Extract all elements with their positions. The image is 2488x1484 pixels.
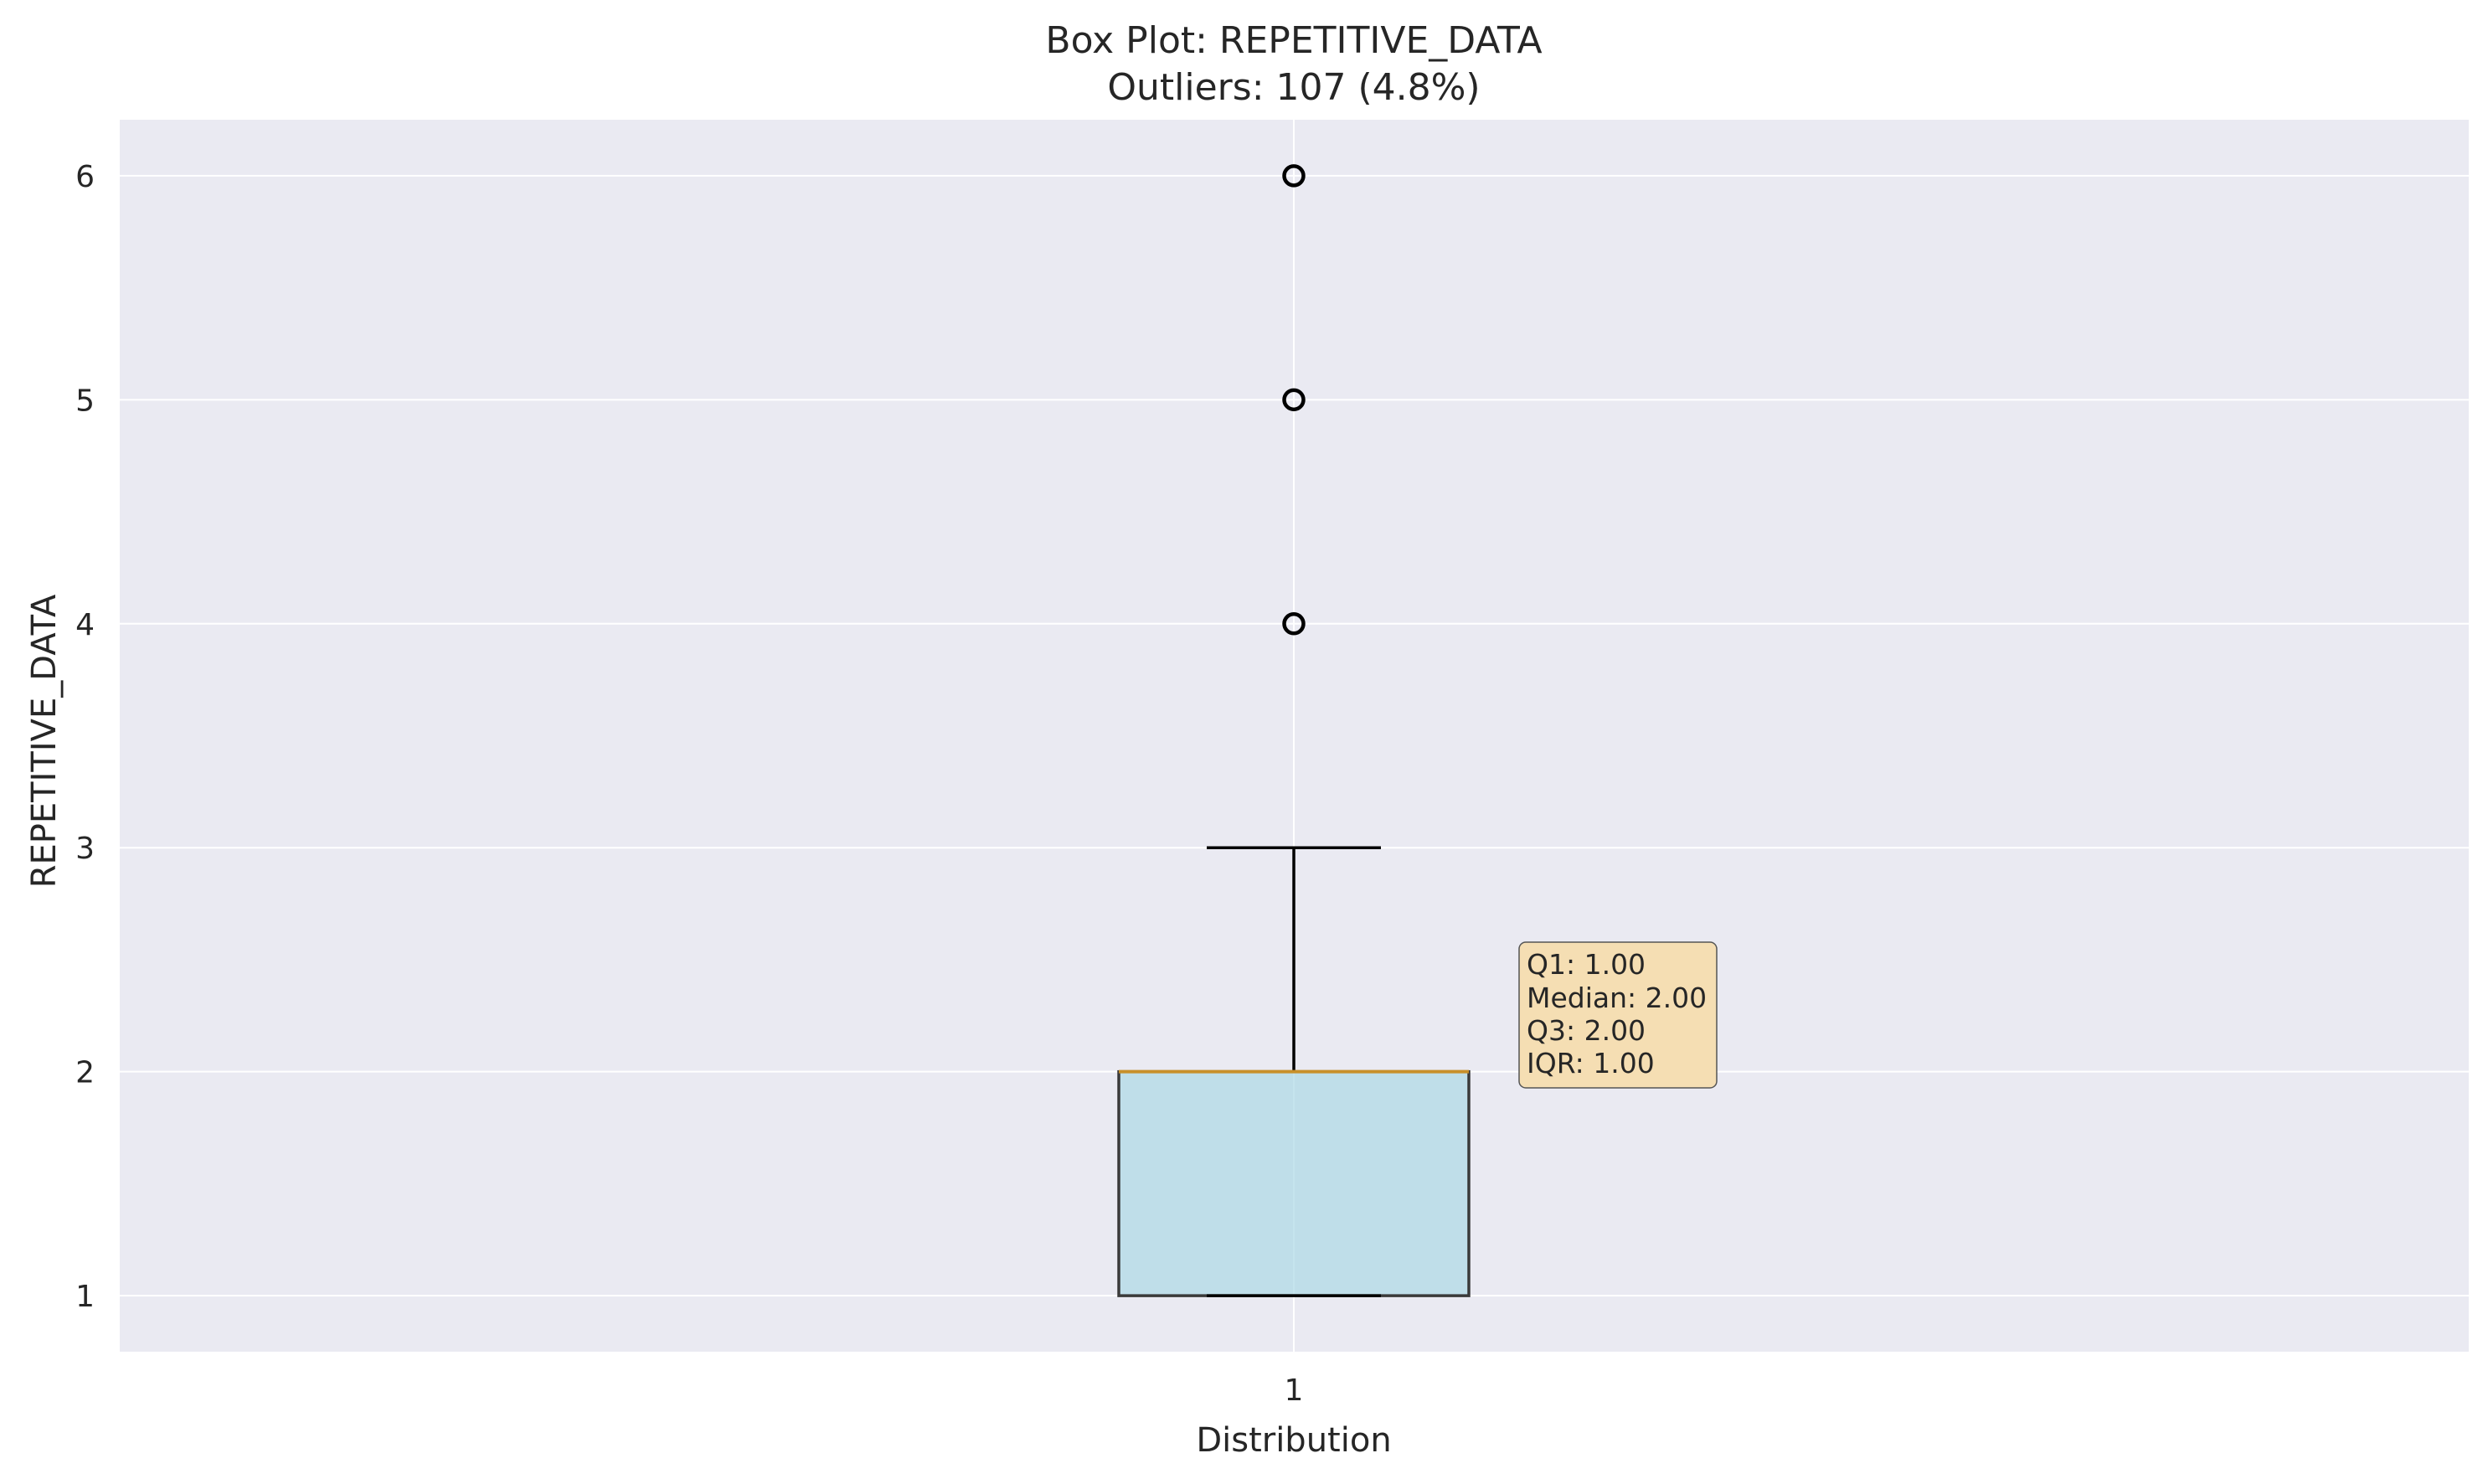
y-axis-label: REPETITIVE_DATA <box>25 594 64 888</box>
stats-median: Median: 2.00 <box>1527 982 1707 1014</box>
iqr-box <box>1117 1069 1471 1297</box>
outlier-point <box>1282 388 1306 412</box>
x-tick-label: 1 <box>1285 1373 1304 1408</box>
stats-iqr: IQR: 1.00 <box>1527 1047 1655 1080</box>
chart-subtitle: Outliers: 107 (4.8%) <box>1107 66 1480 109</box>
stats-q3: Q3: 2.00 <box>1527 1014 1646 1047</box>
y-tick-label: 5 <box>75 384 95 418</box>
tick-labels: 1 2 3 4 5 6 1 <box>75 160 1303 1408</box>
x-axis-label: Distribution <box>1196 1421 1391 1460</box>
stats-box: Q1: 1.00 Median: 2.00 Q3: 2.00 IQR: 1.00 <box>1518 941 1718 1089</box>
chart-title: Box Plot: REPETITIVE_DATA <box>1045 19 1542 62</box>
y-tick-label: 6 <box>75 160 95 194</box>
y-tick-label: 2 <box>75 1056 95 1090</box>
stats-box-background <box>1518 941 1718 1089</box>
outlier-point <box>1282 164 1306 188</box>
y-tick-label: 1 <box>75 1280 95 1314</box>
y-tick-label: 3 <box>75 832 95 866</box>
stats-q1: Q1: 1.00 <box>1527 948 1646 981</box>
box-marks <box>1117 164 1471 1297</box>
outlier-point <box>1282 612 1306 636</box>
y-tick-label: 4 <box>75 608 95 642</box>
